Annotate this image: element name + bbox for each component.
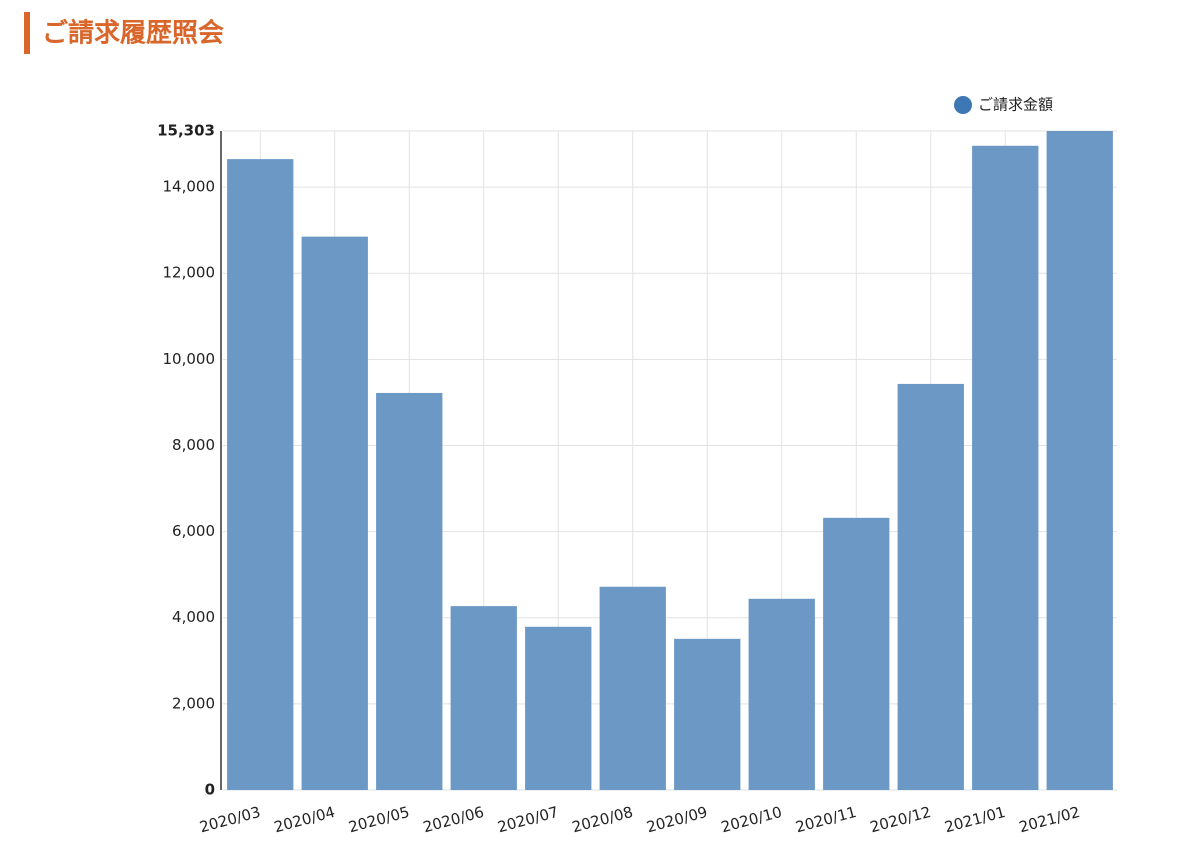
bar <box>972 145 1039 791</box>
y-tick-label: 10,000 <box>163 350 216 368</box>
x-tick-label: 2020/04 <box>272 803 337 837</box>
x-tick-label: 2020/09 <box>645 803 710 837</box>
x-tick-label: 2020/10 <box>719 803 784 837</box>
x-tick-label: 2020/03 <box>198 803 263 837</box>
y-tick-label: 15,303 <box>157 122 215 140</box>
bar <box>897 383 964 790</box>
x-tick-label: 2020/12 <box>868 803 933 837</box>
bar <box>525 626 592 790</box>
bar <box>376 392 443 790</box>
title-accent <box>24 12 30 54</box>
bar <box>227 159 294 791</box>
y-tick-label: 2,000 <box>172 694 215 712</box>
x-tick-label: 2020/05 <box>347 803 412 837</box>
x-tick-label: 2020/08 <box>570 803 635 837</box>
bar <box>823 517 890 790</box>
y-tick-label: 14,000 <box>163 178 216 196</box>
y-tick-label: 8,000 <box>172 436 215 454</box>
bar <box>450 606 517 790</box>
y-tick-label: 4,000 <box>172 608 215 626</box>
bar <box>599 586 666 790</box>
x-tick-label: 2021/01 <box>943 803 1008 837</box>
y-tick-label: 6,000 <box>172 522 215 540</box>
y-tick-label: 0 <box>205 781 215 799</box>
y-tick-label: 12,000 <box>163 264 216 282</box>
chart-title: ご請求履歴照会 <box>42 18 224 49</box>
bar <box>1046 131 1113 790</box>
x-tick-label: 2020/07 <box>496 803 561 837</box>
x-tick-label: 2020/06 <box>421 803 486 837</box>
x-tick-label: 2020/11 <box>794 803 859 837</box>
bar <box>301 236 368 790</box>
bar <box>748 598 815 790</box>
bar <box>674 638 741 790</box>
x-tick-label: 2021/02 <box>1017 803 1082 837</box>
legend-label: ご請求金額 <box>978 96 1053 114</box>
legend-marker <box>954 96 972 114</box>
